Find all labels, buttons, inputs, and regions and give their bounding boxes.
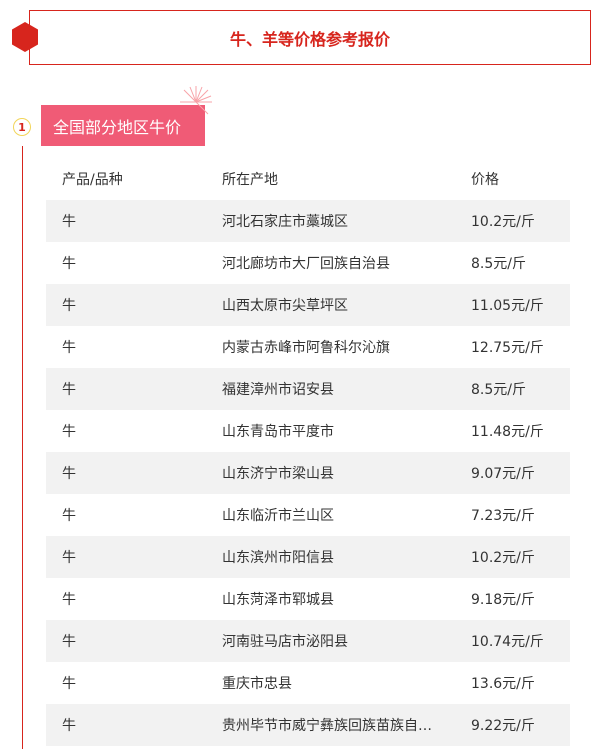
cell-origin: 山东菏泽市郓城县	[222, 592, 334, 608]
cell-product: 牛	[62, 634, 76, 650]
cell-product: 牛	[62, 466, 76, 482]
cell-product: 牛	[62, 676, 76, 692]
cell-price: 9.18元/斤	[471, 592, 535, 608]
cell-origin: 山东滨州市阳信县	[222, 550, 334, 566]
cell-origin: 山东济宁市梁山县	[222, 466, 334, 482]
section-number: 1	[13, 118, 31, 136]
cell-price: 9.22元/斤	[471, 718, 535, 734]
cell-price: 8.5元/斤	[471, 382, 526, 398]
header-origin: 所在产地	[222, 172, 278, 188]
cell-price: 11.05元/斤	[471, 298, 544, 314]
cell-product: 牛	[62, 256, 76, 272]
firework-icon	[180, 86, 212, 115]
cell-product: 牛	[62, 382, 76, 398]
cell-product: 牛	[62, 508, 76, 524]
table-row: 牛 山东济宁市梁山县 9.07元/斤	[46, 452, 570, 494]
cell-product: 牛	[62, 298, 76, 314]
cell-origin: 山西太原市尖草坪区	[222, 298, 348, 314]
cell-origin: 山东临沂市兰山区	[222, 508, 334, 524]
table-row: 牛 河南驻马店市泌阳县 10.74元/斤	[46, 620, 570, 662]
section-label: 全国部分地区牛价	[41, 105, 205, 146]
table-row: 牛 内蒙古赤峰市阿鲁科尔沁旗 12.75元/斤	[46, 326, 570, 368]
table-row: 牛 山东菏泽市郓城县 9.18元/斤	[46, 578, 570, 620]
cell-price: 10.74元/斤	[471, 634, 544, 650]
cell-price: 11.48元/斤	[471, 424, 544, 440]
timeline-line	[22, 146, 23, 749]
table-row: 牛 重庆市忠县 13.6元/斤	[46, 662, 570, 704]
table-row: 牛 贵州毕节市威宁彝族回族苗族自… 9.22元/斤	[46, 704, 570, 746]
table-row: 牛 山西太原市尖草坪区 11.05元/斤	[46, 284, 570, 326]
cell-origin: 贵州毕节市威宁彝族回族苗族自…	[222, 718, 432, 734]
price-table: 产品/品种 所在产地 价格 牛河北石家庄市藁城区 10.2元/斤牛河北廊坊市大厂回…	[46, 160, 570, 746]
cell-origin: 河南驻马店市泌阳县	[222, 634, 348, 650]
table-header: 产品/品种 所在产地 价格	[46, 158, 570, 200]
table-row: 牛 河北石家庄市藁城区 10.2元/斤	[46, 200, 570, 242]
cell-product: 牛	[62, 340, 76, 356]
cell-origin: 山东青岛市平度市	[222, 424, 334, 440]
table-row: 牛 河北廊坊市大厂回族自治县 8.5元/斤	[46, 242, 570, 284]
table-row: 牛 山东临沂市兰山区 7.23元/斤	[46, 494, 570, 536]
cell-origin: 河北廊坊市大厂回族自治县	[222, 256, 390, 272]
cell-price: 13.6元/斤	[471, 676, 535, 692]
cell-origin: 重庆市忠县	[222, 676, 292, 692]
page-title: 牛、羊等价格参考报价	[29, 10, 591, 65]
cell-origin: 内蒙古赤峰市阿鲁科尔沁旗	[222, 340, 390, 356]
table-row: 牛 山东青岛市平度市 11.48元/斤	[46, 410, 570, 452]
cell-origin: 河北石家庄市藁城区	[222, 214, 348, 230]
cell-price: 7.23元/斤	[471, 508, 535, 524]
cell-product: 牛	[62, 592, 76, 608]
cell-product: 牛	[62, 424, 76, 440]
cell-product: 牛	[62, 550, 76, 566]
page-title-text: 牛、羊等价格参考报价	[229, 29, 390, 49]
cell-origin: 福建漳州市诏安县	[222, 382, 334, 398]
cell-price: 8.5元/斤	[471, 256, 526, 272]
table-row: 牛 福建漳州市诏安县 8.5元/斤	[46, 368, 570, 410]
cell-price: 9.07元/斤	[471, 466, 535, 482]
cell-price: 12.75元/斤	[471, 340, 544, 356]
cell-price: 10.2元/斤	[471, 214, 535, 230]
table-row: 牛 山东滨州市阳信县 10.2元/斤	[46, 536, 570, 578]
cell-product: 牛	[62, 214, 76, 230]
cell-product: 牛	[62, 718, 76, 734]
header-price: 价格	[471, 172, 499, 188]
cell-price: 10.2元/斤	[471, 550, 535, 566]
header-product: 产品/品种	[62, 172, 123, 188]
